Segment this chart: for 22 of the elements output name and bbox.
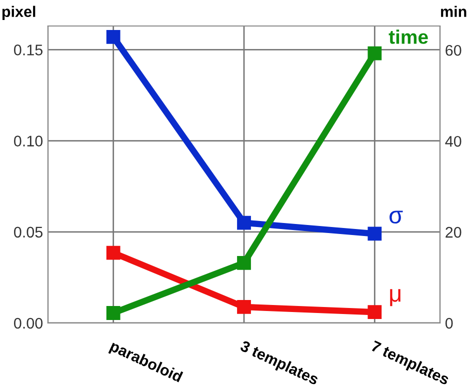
series-label: μ <box>390 289 400 306</box>
y-tick-label: 0.10 <box>14 136 43 146</box>
y-axis-title: pixel <box>2 6 36 20</box>
y-tick-label: 0.00 <box>14 318 43 329</box>
y2-axis-title: min <box>441 6 466 17</box>
point <box>368 46 382 60</box>
point <box>237 216 251 230</box>
point <box>106 306 120 320</box>
y2-tick-label: 20 <box>446 226 462 238</box>
y2-tick-label: 40 <box>445 136 462 147</box>
series-label: σ <box>390 210 403 224</box>
point <box>106 246 120 260</box>
point <box>237 300 251 314</box>
y-tick-label: 0.05 <box>14 226 42 238</box>
point <box>106 30 120 44</box>
series-label: time <box>388 30 428 44</box>
y2-tick-label: 60 <box>446 44 462 56</box>
point <box>368 305 382 320</box>
y2-tick-label: 0 <box>445 318 453 329</box>
point <box>237 256 251 270</box>
point <box>368 226 382 241</box>
y-tick-label: 0.15 <box>14 44 42 56</box>
